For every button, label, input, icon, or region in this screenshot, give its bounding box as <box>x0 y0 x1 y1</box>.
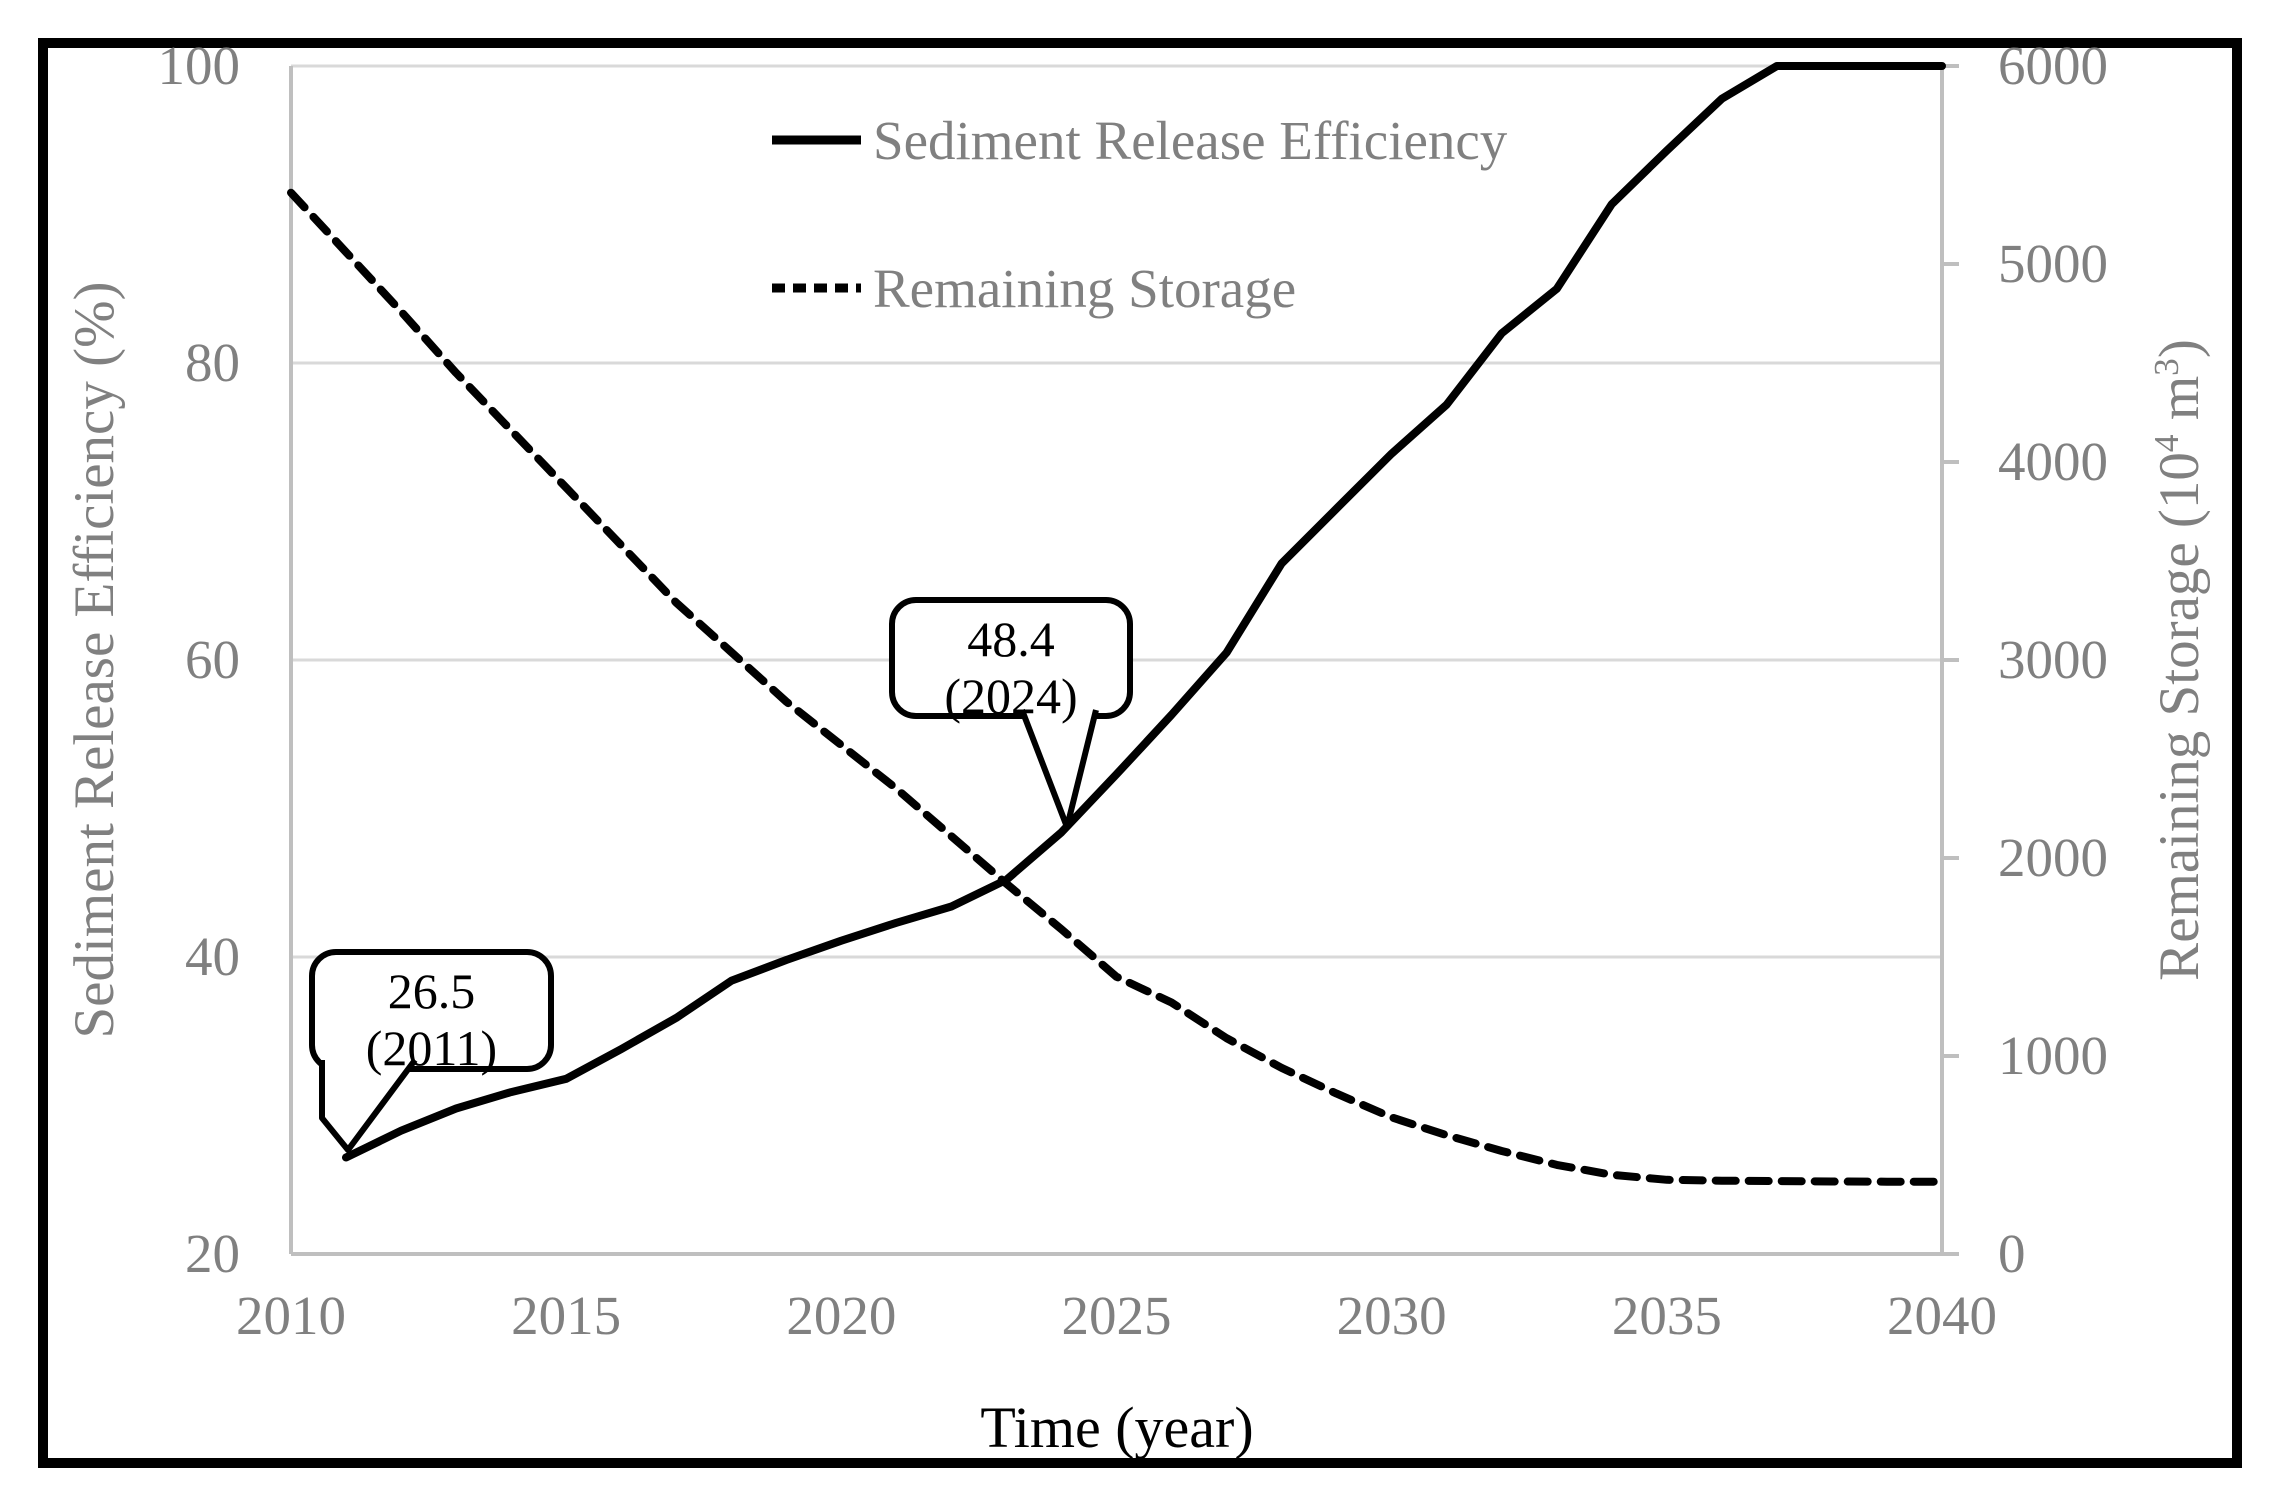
axis-tick-label: 60 <box>185 629 240 690</box>
axis-tick-label: 1000 <box>1998 1025 2108 1086</box>
superscript-3: 3 <box>2147 358 2186 376</box>
axis-tick-label: 80 <box>185 332 240 393</box>
series-line-solid <box>342 62 1946 1162</box>
axis-tick-label: 20 <box>185 1223 240 1284</box>
axis-tick-label: 2010 <box>236 1285 346 1346</box>
axis-tick-label: 2035 <box>1611 1285 1722 1346</box>
axis-tick-label: 100 <box>157 35 241 96</box>
axis-tick-label: 5000 <box>1998 233 2108 294</box>
axis-tick-label: 3000 <box>1998 629 2108 690</box>
dashed-line-swatch-icon <box>772 283 861 293</box>
y-right-title-close: ) <box>2148 339 2211 359</box>
annotation-callout-2024: 48.4 (2024) <box>889 611 1133 725</box>
legend-item-sediment-release-efficiency: Sediment Release Efficiency <box>770 105 1507 175</box>
x-axis-title: Time (year) <box>980 1395 1254 1460</box>
axis-tick-label: 2040 <box>1887 1285 1997 1346</box>
axis-tick-label: 2000 <box>1998 827 2108 888</box>
axis-tick-label: 40 <box>185 926 240 987</box>
axis-tick-label: 0 <box>1998 1223 2026 1284</box>
series-line-dashed <box>287 188 1946 1186</box>
annotation-callout-tail <box>319 1058 418 1153</box>
y-right-title-unit: m <box>2148 375 2211 435</box>
axis-tick-label: 6000 <box>1998 35 2108 96</box>
y-right-title-text: Remaining Storage (10 <box>2148 452 2211 981</box>
annotation-year: (2011) <box>365 1020 498 1076</box>
axis-tick-label: 2020 <box>786 1285 897 1346</box>
figure-border <box>38 38 2242 1468</box>
annotation-year: (2024) <box>944 668 1078 724</box>
axis-tick-label: 2015 <box>511 1285 622 1346</box>
annotation-callout-box <box>309 949 554 1072</box>
annotation-callout-box <box>889 597 1133 719</box>
legend-label: Remaining Storage <box>873 257 1297 319</box>
axis-tick-label: 2025 <box>1061 1285 1172 1346</box>
annotation-callout-tail <box>1019 708 1099 830</box>
axis-tick-label: 4000 <box>1998 431 2108 492</box>
annotation-value: 26.5 <box>387 963 476 1019</box>
legend-label: Sediment Release Efficiency <box>873 109 1508 171</box>
legend-item-remaining-storage: Remaining Storage <box>770 253 1296 323</box>
annotation-callout-2011: 26.5 (2011) <box>309 963 554 1077</box>
solid-line-swatch-icon <box>772 135 861 145</box>
axis-tick-label: 2030 <box>1336 1285 1447 1346</box>
annotation-value: 48.4 <box>967 611 1055 667</box>
